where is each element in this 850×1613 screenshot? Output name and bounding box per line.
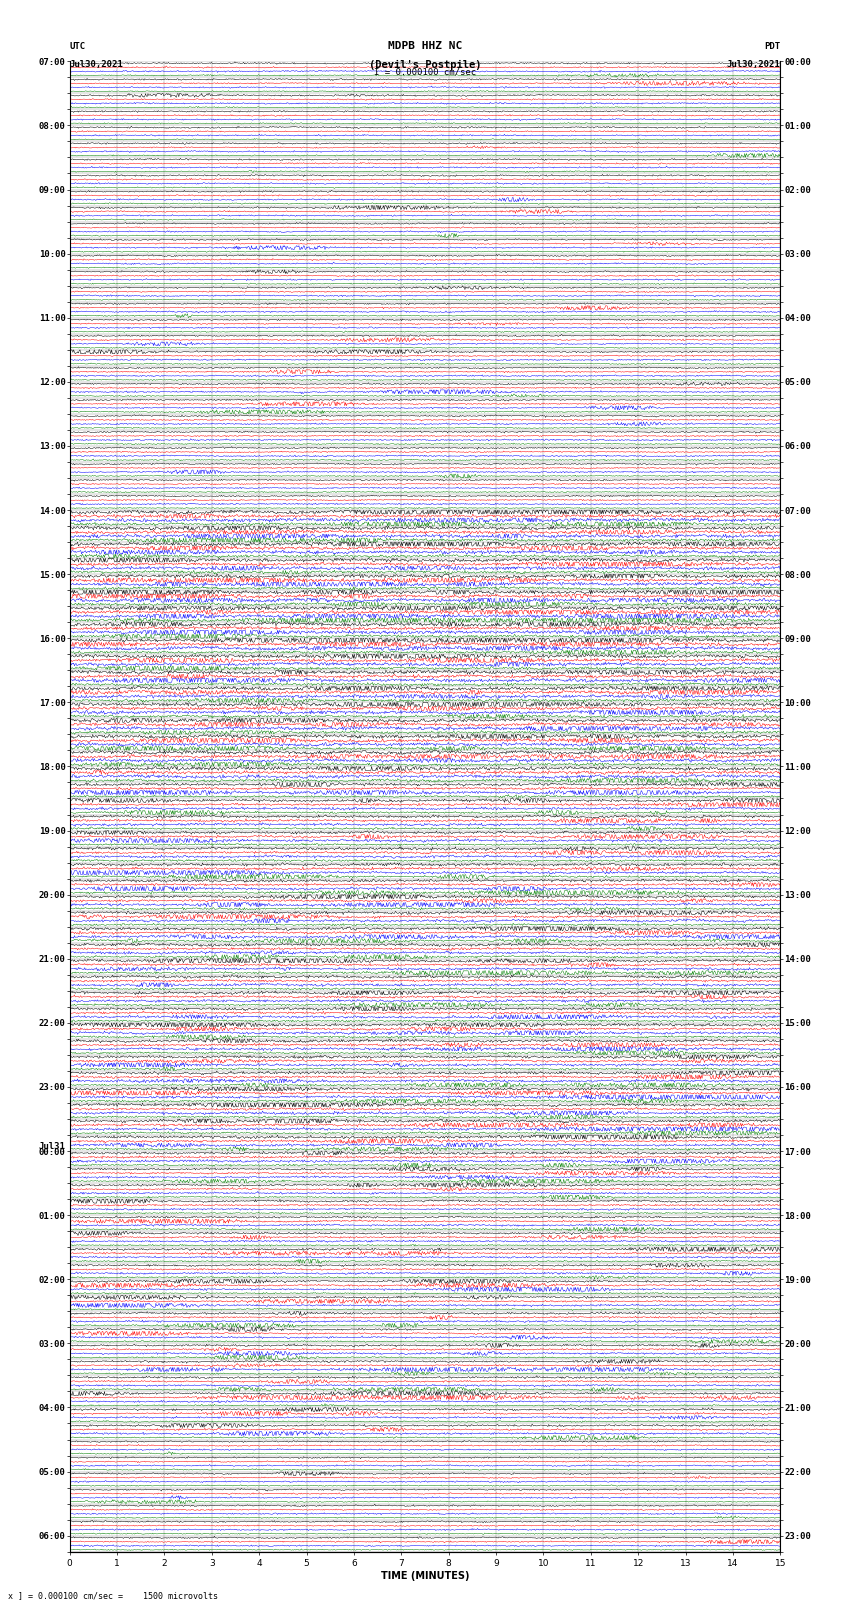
Text: UTC: UTC: [70, 42, 86, 50]
X-axis label: TIME (MINUTES): TIME (MINUTES): [381, 1571, 469, 1581]
Text: Jul30,2021: Jul30,2021: [70, 60, 123, 69]
Text: MDPB HHZ NC: MDPB HHZ NC: [388, 40, 462, 50]
Text: (Devil's Postpile): (Devil's Postpile): [369, 60, 481, 69]
Text: Jul31: Jul31: [38, 1142, 65, 1152]
Text: x ] = 0.000100 cm/sec =    1500 microvolts: x ] = 0.000100 cm/sec = 1500 microvolts: [8, 1590, 218, 1600]
Text: PDT: PDT: [764, 42, 780, 50]
Text: Jul30,2021: Jul30,2021: [727, 60, 780, 69]
Text: I = 0.000100 cm/sec: I = 0.000100 cm/sec: [374, 68, 476, 77]
